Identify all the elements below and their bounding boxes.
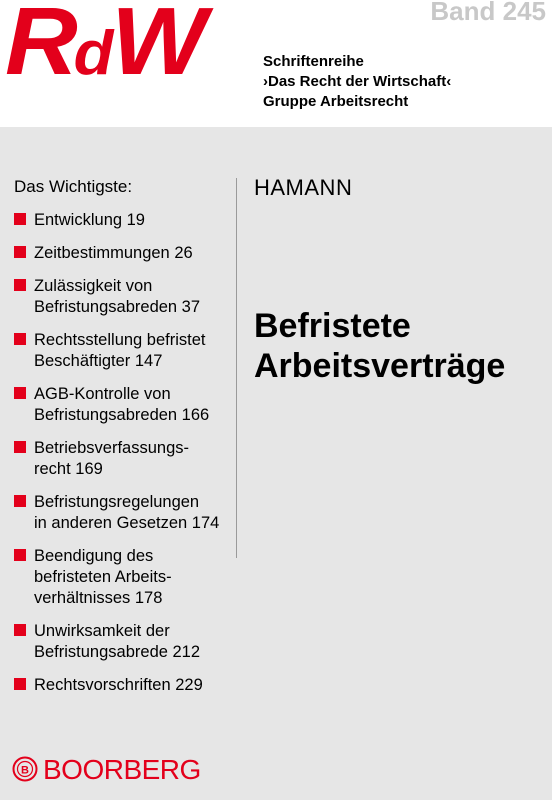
series-info: Schriftenreihe ›Das Recht der Wirtschaft…	[263, 52, 451, 112]
list-item-text: Beendigung des befristeten Arbeits- verh…	[34, 547, 172, 607]
cover-header: RdW Band 245 Schriftenreihe ›Das Recht d…	[0, 0, 552, 127]
series-line: Gruppe Arbeitsrecht	[263, 93, 409, 110]
book-author: HAMANN	[254, 175, 353, 200]
series-line: ›Das Recht der Wirtschaft‹	[263, 73, 452, 90]
list-item-text: Entwicklung 19	[34, 211, 145, 229]
bullet-square-icon	[14, 441, 26, 453]
list-item: Unwirksamkeit der Befristungsabrede 212	[14, 621, 219, 663]
list-item-text: Befristungsregelungen in anderen Gesetze…	[34, 493, 220, 532]
band-number: Band 245	[430, 0, 546, 26]
cover-panel	[0, 127, 552, 800]
bullet-square-icon	[14, 495, 26, 507]
list-item: AGB-Kontrolle von Befristungsabreden 166	[14, 384, 219, 426]
boorberg-emblem-icon: B	[12, 756, 38, 782]
bullet-square-icon	[14, 678, 26, 690]
rdw-logo: RdW	[5, 0, 206, 95]
list-item-text: Zeitbestimmungen 26	[34, 244, 193, 262]
bullet-square-icon	[14, 387, 26, 399]
book-title: Befristete Arbeitsverträge	[254, 306, 505, 386]
publisher-name: BOORBERG	[43, 754, 201, 785]
book-title-line: Befristete	[254, 307, 411, 345]
list-item: Betriebsverfassungs- recht 169	[14, 438, 219, 480]
bullet-square-icon	[14, 213, 26, 225]
contents-heading: Das Wichtigste:	[14, 177, 133, 196]
bullet-square-icon	[14, 549, 26, 561]
list-item: Beendigung des befristeten Arbeits- verh…	[14, 546, 219, 609]
bullet-square-icon	[14, 624, 26, 636]
list-item: Rechtsvorschriften 229	[14, 675, 219, 696]
book-title-line: Arbeitsverträge	[254, 347, 506, 385]
list-item: Entwicklung 19	[14, 210, 219, 231]
list-item-text: Betriebsverfassungs- recht 169	[34, 439, 189, 478]
svg-text:B: B	[21, 765, 29, 777]
bullet-square-icon	[14, 333, 26, 345]
list-item: Rechtsstellung befristet Beschäftigter 1…	[14, 330, 219, 372]
list-item-text: Rechtsvorschriften 229	[34, 676, 203, 694]
list-item: Zulässigkeit von Befristungsabreden 37	[14, 276, 219, 318]
list-item-text: AGB-Kontrolle von Befristungsabreden 166	[34, 385, 210, 424]
list-item: Befristungsregelungen in anderen Gesetze…	[14, 492, 219, 534]
list-item: Zeitbestimmungen 26	[14, 243, 219, 264]
list-item-text: Zulässigkeit von Befristungsabreden 37	[34, 277, 201, 316]
list-item-text: Unwirksamkeit der Befristungsabrede 212	[34, 622, 201, 661]
list-item-text: Rechtsstellung befristet Beschäftigter 1…	[34, 331, 206, 370]
contents-list: Entwicklung 19 Zeitbestimmungen 26 Zuläs…	[14, 210, 219, 696]
bullet-square-icon	[14, 279, 26, 291]
bullet-square-icon	[14, 246, 26, 258]
column-divider	[236, 178, 237, 558]
series-line: Schriftenreihe	[263, 53, 364, 70]
